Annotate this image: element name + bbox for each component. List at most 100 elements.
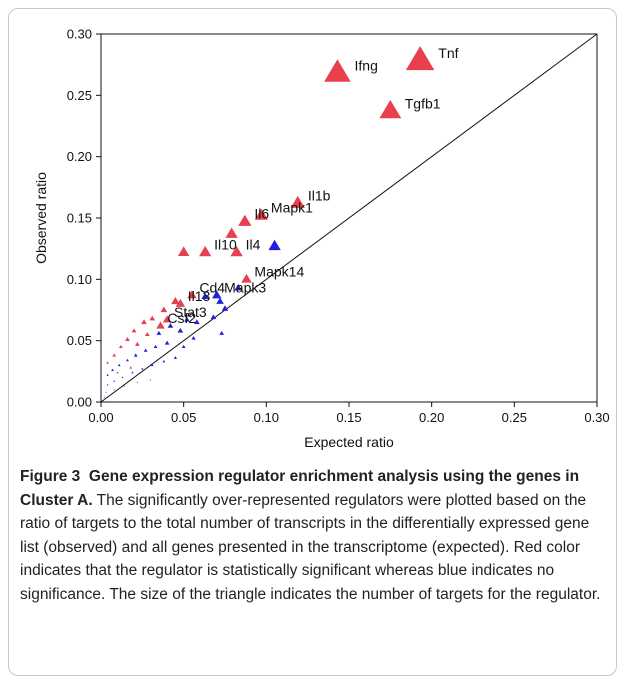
data-point-triangle <box>216 297 224 304</box>
x-tick-label: 0.15 <box>336 410 361 425</box>
data-point-triangle <box>133 353 138 357</box>
data-point-triangle <box>164 340 170 345</box>
x-tick-label: 0.10 <box>254 410 279 425</box>
data-point-triangle <box>106 361 110 364</box>
labeled-point-triangle <box>175 298 186 307</box>
point-label: Mapk3 <box>224 279 266 295</box>
data-point-triangle <box>134 341 140 346</box>
data-point-triangle <box>113 388 115 391</box>
x-tick-label: 0.00 <box>88 410 113 425</box>
data-point-triangle <box>126 358 129 362</box>
data-point-triangle <box>191 335 196 340</box>
data-point-triangle <box>177 246 190 256</box>
labeled-point-triangle <box>324 59 351 82</box>
data-point-triangle <box>219 330 225 335</box>
data-point-triangle <box>144 332 150 337</box>
point-label: Il6 <box>254 206 269 222</box>
labeled-point-triangle <box>162 315 172 323</box>
data-point-triangle <box>149 379 152 381</box>
diagonal-reference-line <box>100 33 598 403</box>
labeled-point-triangle <box>238 214 252 226</box>
data-point-triangle <box>221 305 229 311</box>
data-point-triangle <box>123 385 125 387</box>
data-point-triangle <box>131 371 134 374</box>
figure-caption: Figure 3 Gene expression regulator enric… <box>20 465 610 606</box>
point-label: Il4 <box>246 236 261 252</box>
data-point-triangle <box>153 344 158 349</box>
data-point-triangle <box>201 292 209 299</box>
data-point-triangle <box>103 396 106 398</box>
data-point-triangle <box>105 391 107 393</box>
labeled-point-triangle <box>254 208 269 220</box>
data-point-triangle <box>111 368 114 372</box>
data-point-triangle <box>194 319 200 325</box>
x-tick-label: 0.05 <box>171 410 196 425</box>
point-label: Il10 <box>214 236 237 252</box>
data-point-triangle <box>184 316 190 322</box>
point-label: Tnf <box>438 45 458 61</box>
data-point-triangle <box>143 348 148 352</box>
point-label: Il13 <box>188 288 211 304</box>
data-point-triangle <box>149 315 156 321</box>
data-point-triangle <box>117 363 121 367</box>
data-point-triangle <box>210 314 217 320</box>
y-tick-label: 0.00 <box>67 395 92 410</box>
figure-title: Gene expression regulator enrichment ana… <box>20 468 580 509</box>
data-point-triangle <box>141 319 147 325</box>
y-tick-label: 0.05 <box>67 333 92 348</box>
data-point-triangle <box>160 306 168 313</box>
data-point-triangle <box>268 239 281 251</box>
data-point-triangle <box>106 383 109 386</box>
labeled-point-triangle <box>187 290 197 299</box>
data-point-triangle <box>162 360 166 363</box>
point-label: Mapk1 <box>271 200 313 216</box>
point-label: Il1b <box>308 187 331 203</box>
point-label: Tgfb1 <box>405 95 441 111</box>
data-point-triangle <box>125 336 130 341</box>
data-point-triangle <box>225 227 238 238</box>
data-point-triangle <box>112 353 117 357</box>
y-tick-label: 0.10 <box>67 272 92 287</box>
data-point-triangle <box>167 322 174 328</box>
data-point-triangle <box>150 363 154 367</box>
figure-label: Figure 3 <box>20 468 81 485</box>
point-label: Cd4 <box>199 279 225 295</box>
labeled-point-triangle <box>211 290 222 299</box>
point-label: Mapk14 <box>254 263 304 279</box>
labeled-point-triangle <box>241 273 252 283</box>
x-axis-label: Expected ratio <box>304 434 394 450</box>
data-point-triangle <box>136 381 139 383</box>
labeled-point-triangle <box>290 195 305 208</box>
x-tick-label: 0.20 <box>419 410 444 425</box>
labeled-point-triangle <box>198 245 212 257</box>
data-point-triangle <box>129 366 133 369</box>
labeled-point-triangle <box>379 99 402 119</box>
data-point-triangle <box>177 327 184 333</box>
y-tick-label: 0.15 <box>67 211 92 226</box>
data-point-triangle <box>173 356 178 359</box>
data-point-triangle <box>113 380 116 382</box>
data-point-triangle <box>118 344 123 349</box>
data-point-triangle <box>156 330 162 335</box>
y-tick-label: 0.30 <box>67 27 92 42</box>
labeled-point-triangle <box>230 245 243 257</box>
point-label: Stat3 <box>174 304 207 320</box>
y-axis-label: Observed ratio <box>33 172 49 264</box>
data-point-triangle <box>171 296 180 305</box>
data-point-triangle <box>234 283 243 291</box>
labeled-point-triangle <box>405 46 435 71</box>
point-label: Ifng <box>355 57 378 73</box>
data-point-triangle <box>131 328 137 333</box>
figure-frame <box>8 8 617 676</box>
data-point-triangle <box>121 376 124 379</box>
y-tick-label: 0.25 <box>67 88 92 103</box>
point-label: Csf2 <box>167 310 196 326</box>
x-tick-label: 0.25 <box>502 410 527 425</box>
data-point-triangle <box>181 344 186 349</box>
y-tick-label: 0.20 <box>67 149 92 164</box>
figure-caption-body: The significantly over-represented regul… <box>20 491 601 603</box>
data-point-triangle <box>141 367 144 370</box>
labeled-point-triangle <box>156 321 165 329</box>
data-point-triangle <box>106 373 109 376</box>
